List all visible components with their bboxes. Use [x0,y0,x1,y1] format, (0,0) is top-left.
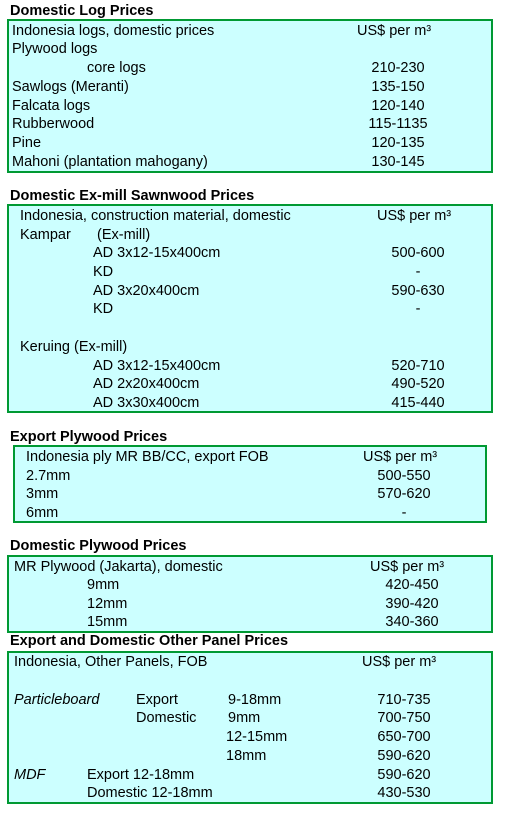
price: - [416,301,421,317]
row-label: 9-18mm [228,692,281,708]
row-label: 18mm [226,748,266,764]
section-title: Export and Domestic Other Panel Prices [10,633,288,649]
section-title: Domestic Log Prices [10,3,153,19]
price: 210-230 [371,60,424,76]
header-label: Indonesia, construction material, domest… [20,208,291,224]
price: 135-150 [371,79,424,95]
row-label: 9mm [87,577,119,593]
header-label: Indonesia ply MR BB/CC, export FOB [26,449,269,465]
row-label: KD [93,264,113,280]
price: 415-440 [391,395,444,411]
price: 520-710 [391,358,444,374]
row-label: 12-15mm [226,729,287,745]
header-label: Indonesia, Other Panels, FOB [14,654,207,670]
price: 570-620 [377,486,430,502]
price: 420-450 [385,577,438,593]
price: 130-145 [371,154,424,170]
row-label: AD 3x12-15x400cm [93,245,220,261]
row-label: Domestic 12-18mm [87,785,213,801]
section-box [7,555,493,633]
header-unit: US$ per m³ [363,449,437,465]
row-label: 15mm [87,614,127,630]
row-label: Falcata logs [12,98,90,114]
price: - [402,505,407,521]
price: 650-700 [377,729,430,745]
price: 120-135 [371,135,424,151]
price: 120-140 [371,98,424,114]
row-label: core logs [87,60,146,76]
row-label: MDF [14,767,47,783]
price: 490-520 [391,376,444,392]
row-label: AD 2x20x400cm [93,376,199,392]
price: - [416,264,421,280]
price: 500-550 [377,468,430,484]
row-label: AD 3x30x400cm [93,395,199,411]
row-label: AD 3x12-15x400cm [93,358,220,374]
price: 340-360 [385,614,438,630]
row-label: Plywood logs [12,41,97,57]
row-label: 6mm [26,505,58,521]
section-title: Domestic Plywood Prices [10,538,186,554]
row-label: Keruing (Ex-mill) [20,339,127,355]
price: 700-750 [377,710,430,726]
price: 590-620 [377,767,430,783]
row-label: Domestic [136,710,196,726]
row-label: 3mm [26,486,58,502]
row-label: 9mm [228,710,260,726]
row-label: Rubberwood [12,116,94,132]
price: 390-420 [385,596,438,612]
row-label: 12mm [87,596,127,612]
header-unit: US$ per m³ [362,654,436,670]
header-unit: US$ per m³ [357,23,431,39]
section-title: Export Plywood Prices [10,429,167,445]
section-box [13,445,487,523]
header-unit: US$ per m³ [377,208,451,224]
header-label: Indonesia logs, domestic prices [12,23,214,39]
row-label: AD 3x20x400cm [93,283,199,299]
row-label: Particleboard [14,692,100,708]
price: 590-620 [377,748,430,764]
row-label: Pine [12,135,41,151]
section-box [7,204,493,413]
section-title: Domestic Ex-mill Sawnwood Prices [10,188,254,204]
row-label: (Ex-mill) [97,227,150,243]
row-label: 2.7mm [26,468,70,484]
section-box [7,651,493,804]
price: 500-600 [391,245,444,261]
header-label: MR Plywood (Jakarta), domestic [14,559,223,575]
row-label: Kampar [20,227,71,243]
row-label: Export 12-18mm [87,767,194,783]
price: 430-530 [377,785,430,801]
row-label: Sawlogs (Meranti) [12,79,129,95]
price: 115-1135 [368,116,427,132]
header-unit: US$ per m³ [370,559,444,575]
price: 710-735 [377,692,430,708]
section-box [7,19,493,173]
row-label: KD [93,301,113,317]
row-label: Mahoni (plantation mahogany) [12,154,208,170]
row-label: Export [136,692,178,708]
price: 590-630 [391,283,444,299]
